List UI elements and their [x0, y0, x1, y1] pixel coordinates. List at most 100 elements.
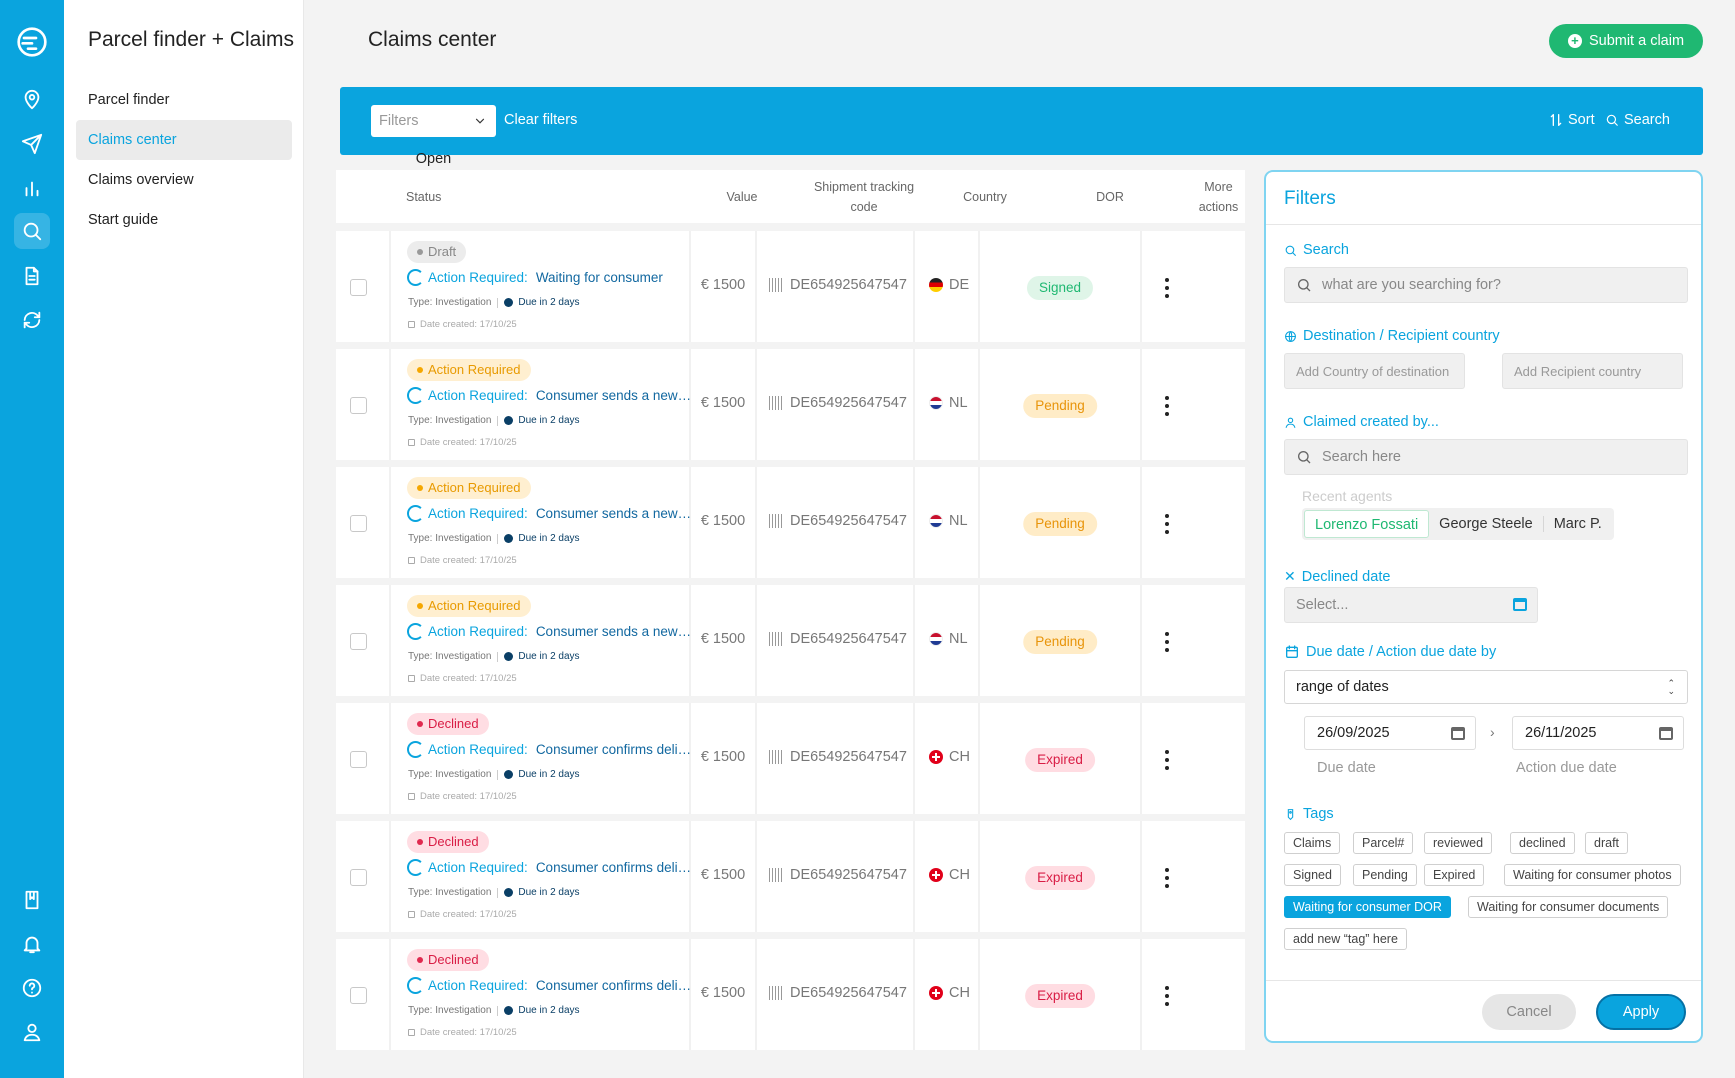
submit-claim-button[interactable]: + Submit a claim — [1549, 24, 1703, 58]
search-button[interactable]: Search — [1605, 112, 1670, 128]
book-icon[interactable] — [18, 886, 46, 914]
status-filter-select[interactable]: Filters Open — [371, 105, 496, 167]
table-row[interactable]: Declined Action Required: Consumer confirm… — [336, 821, 1245, 932]
dor-badge: Expired — [1025, 866, 1095, 890]
help-icon[interactable] — [18, 974, 46, 1002]
calendar-icon — [408, 911, 415, 918]
search-icon[interactable] — [14, 213, 50, 249]
due-date-to-input[interactable]: 26/11/2025 — [1512, 716, 1684, 750]
due-clock-icon — [504, 534, 514, 543]
row-checkbox[interactable] — [350, 515, 367, 532]
agent-chip-marc-p[interactable]: Marc P. — [1542, 516, 1612, 532]
date-created-text: Date created: 17/10/25 — [420, 319, 517, 330]
search-icon — [1298, 451, 1311, 464]
tracking-code[interactable]: DE654925647547 — [769, 985, 907, 1001]
action-required-line[interactable]: Action Required: Consumer confirms delive… — [407, 859, 692, 876]
action-required-label: Action Required: — [428, 860, 528, 875]
table-row[interactable]: Action Required Action Required: Consumer … — [336, 349, 1245, 460]
loading-spinner-icon — [407, 269, 424, 286]
action-required-line[interactable]: Action Required: Consumer sends a new… — [407, 623, 692, 640]
table-row[interactable]: Action Required Action Required: Consumer … — [336, 585, 1245, 696]
due-date-mode-select[interactable]: range of dates ⌃ ⌄ — [1284, 670, 1688, 704]
more-actions-kebab-icon[interactable] — [1164, 868, 1170, 888]
row-checkbox[interactable] — [350, 633, 367, 650]
more-actions-kebab-icon[interactable] — [1164, 278, 1170, 298]
tag-chip[interactable]: Parcel# — [1353, 832, 1414, 854]
tracking-code[interactable]: DE654925647547 — [769, 513, 907, 529]
bar-chart-icon[interactable] — [18, 174, 46, 202]
document-icon[interactable] — [18, 262, 46, 290]
table-row[interactable]: Action Required Action Required: Consumer … — [336, 467, 1245, 578]
bell-icon[interactable] — [18, 930, 46, 958]
country-code: NL — [949, 513, 968, 529]
tracking-code[interactable]: DE654925647547 — [769, 631, 907, 647]
tag-chip[interactable]: declined — [1510, 832, 1575, 854]
action-required-label: Action Required: — [428, 506, 528, 521]
claim-type: Type: Investigation — [408, 1005, 492, 1016]
add-tag-chip[interactable]: add new “tag” here — [1284, 928, 1407, 950]
cancel-button[interactable]: Cancel — [1482, 994, 1576, 1030]
clear-filters-link[interactable]: Clear filters — [504, 112, 578, 128]
more-actions-kebab-icon[interactable] — [1164, 632, 1170, 652]
agent-chip-george-steele[interactable]: George Steele — [1439, 516, 1533, 532]
table-row[interactable]: Declined Action Required: Consumer confirm… — [336, 703, 1245, 814]
row-checkbox[interactable] — [350, 279, 367, 296]
row-checkbox[interactable] — [350, 751, 367, 768]
sidebar-item-claims-overview[interactable]: Claims overview — [88, 172, 194, 188]
tag-chip[interactable]: Waiting for consumer documents — [1468, 896, 1669, 918]
more-actions-kebab-icon[interactable] — [1164, 514, 1170, 534]
tag-chip[interactable]: Signed — [1284, 864, 1341, 886]
row-checkbox[interactable] — [350, 987, 367, 1004]
tracking-code[interactable]: DE654925647547 — [769, 749, 907, 765]
more-actions-cell — [1142, 349, 1245, 460]
table-row[interactable]: Draft Action Required: Waiting for consume… — [336, 231, 1245, 342]
agent-search-placeholder: Search here — [1322, 449, 1401, 465]
due-date-from-input[interactable]: 26/09/2025 — [1304, 716, 1476, 750]
sort-button[interactable]: Sort — [1548, 112, 1595, 128]
row-checkbox[interactable] — [350, 397, 367, 414]
dor-badge: Pending — [1023, 394, 1097, 418]
tag-chip[interactable]: Waiting for consumer photos — [1504, 864, 1681, 886]
more-actions-kebab-icon[interactable] — [1164, 986, 1170, 1006]
recipient-country-input[interactable]: Add Recipient country — [1502, 353, 1683, 389]
row-checkbox[interactable] — [350, 869, 367, 886]
search-input[interactable]: what are you searching for? — [1284, 267, 1688, 303]
location-pin-icon[interactable] — [18, 86, 46, 114]
tracking-code[interactable]: DE654925647547 — [769, 277, 907, 293]
tracking-code-text: DE654925647547 — [790, 867, 907, 883]
sidebar-item-start-guide[interactable]: Start guide — [88, 212, 159, 228]
agent-chip-lorenzo-fossati[interactable]: Lorenzo Fossati — [1304, 510, 1430, 538]
action-required-text: Consumer confirms delive… — [535, 978, 692, 993]
action-required-line[interactable]: Action Required: Consumer sends a new… — [407, 505, 692, 522]
tag-chip[interactable]: Claims — [1284, 832, 1341, 854]
tag-chip-selected[interactable]: Waiting for consumer DOR — [1284, 896, 1451, 918]
sidebar-item-parcel-finder[interactable]: Parcel finder — [88, 92, 170, 108]
tag-chip[interactable]: Pending — [1353, 864, 1417, 886]
agent-search-input[interactable]: Search here — [1284, 439, 1688, 475]
logo-icon[interactable] — [14, 24, 50, 60]
user-icon[interactable] — [18, 1018, 46, 1046]
tag-chip[interactable]: draft — [1585, 832, 1629, 854]
send-icon[interactable] — [18, 130, 46, 158]
table-row[interactable]: Declined Action Required: Consumer confirm… — [336, 939, 1245, 1050]
sidebar-item-claims-center[interactable]: Claims center — [76, 120, 292, 160]
status-cell: Action Required Action Required: Consumer … — [391, 349, 691, 460]
more-actions-kebab-icon[interactable] — [1164, 750, 1170, 770]
action-required-line[interactable]: Action Required: Waiting for consumer — [407, 269, 692, 286]
status-cell: Declined Action Required: Consumer confirm… — [391, 703, 692, 814]
apply-button[interactable]: Apply — [1596, 994, 1686, 1030]
action-due-date-caption: Action due date — [1516, 760, 1617, 776]
country-code: DE — [949, 277, 970, 293]
action-required-line[interactable]: Action Required: Consumer confirms delive… — [407, 977, 692, 994]
action-required-line[interactable]: Action Required: Consumer confirms delive… — [407, 741, 692, 758]
tracking-code[interactable]: DE654925647547 — [769, 867, 907, 883]
declined-date-input[interactable]: Select... — [1284, 587, 1538, 623]
action-required-line[interactable]: Action Required: Consumer sends a new… — [407, 387, 692, 404]
date-created: Date created: 17/10/25 — [408, 1027, 517, 1038]
destination-country-input[interactable]: Add Country of destination — [1284, 353, 1465, 389]
tag-chip[interactable]: Expired — [1424, 864, 1485, 886]
tracking-code[interactable]: DE654925647547 — [769, 395, 907, 411]
tag-chip[interactable]: reviewed — [1424, 832, 1493, 854]
more-actions-kebab-icon[interactable] — [1164, 396, 1170, 416]
refresh-icon[interactable] — [18, 306, 46, 334]
